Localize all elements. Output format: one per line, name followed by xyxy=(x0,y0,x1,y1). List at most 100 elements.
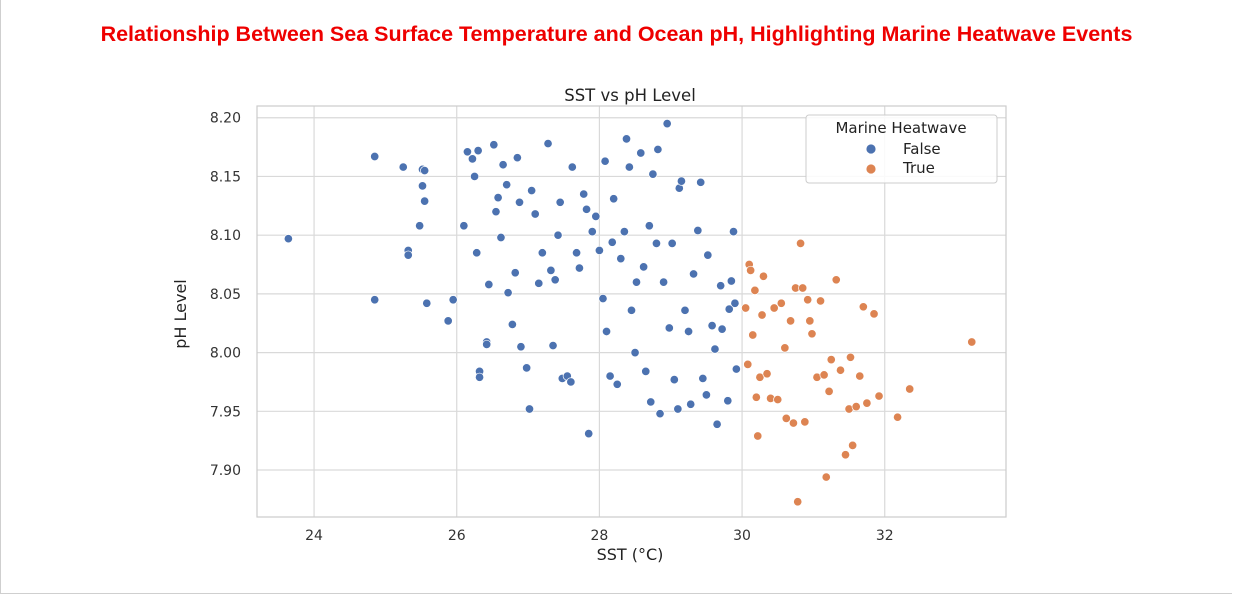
y-axis-label: pH Level xyxy=(171,279,190,349)
scatter-point-true xyxy=(821,472,831,482)
scatter-point-false xyxy=(553,230,563,240)
legend-label-true: True xyxy=(902,159,935,177)
scatter-point-false xyxy=(717,324,727,334)
x-tick-label: 26 xyxy=(448,528,466,544)
scatter-point-false xyxy=(522,363,532,373)
scatter-point-true xyxy=(967,337,977,347)
scatter-point-true xyxy=(793,497,803,507)
scatter-point-false xyxy=(587,227,597,237)
scatter-point-true xyxy=(819,370,829,380)
scatter-point-true xyxy=(751,392,761,402)
scatter-point-false xyxy=(651,238,662,248)
scatter-point-false xyxy=(448,295,458,305)
scatter-point-false xyxy=(644,221,654,231)
scatter-point-false xyxy=(646,397,656,407)
scatter-point-true xyxy=(750,285,760,295)
y-tick-label: 7.95 xyxy=(210,404,241,420)
scatter-point-true xyxy=(741,303,751,313)
scatter-point-true xyxy=(855,371,865,381)
scatter-point-true xyxy=(762,369,772,379)
scatter-point-true xyxy=(773,395,783,405)
scatter-point-false xyxy=(543,139,553,149)
scatter-point-true xyxy=(807,329,817,339)
scatter-point-false xyxy=(686,399,696,409)
scatter-point-false xyxy=(693,225,703,236)
scatter-point-true xyxy=(869,309,879,319)
x-tick-label: 24 xyxy=(305,528,323,544)
scatter-point-true xyxy=(746,265,756,275)
scatter-point-false xyxy=(630,348,640,358)
scatter-point-false xyxy=(370,295,380,305)
scatter-point-false xyxy=(514,197,525,207)
scatter-point-false xyxy=(579,189,589,199)
scatter-point-false xyxy=(420,166,430,176)
scatter-point-false xyxy=(537,248,547,258)
scatter-point-true xyxy=(831,275,841,285)
scatter-point-true xyxy=(851,402,861,412)
y-tick-label: 8.10 xyxy=(210,228,241,244)
scatter-point-false xyxy=(507,319,517,329)
scatter-point-false xyxy=(601,326,612,337)
scatter-point-true xyxy=(835,365,846,375)
scatter-point-true xyxy=(748,330,758,340)
scatter-point-false xyxy=(723,396,733,406)
scatter-point-false xyxy=(283,234,293,244)
scatter-point-false xyxy=(546,265,556,275)
scatter-point-true xyxy=(905,384,915,394)
legend-marker-false xyxy=(865,143,877,155)
scatter-point-false xyxy=(626,305,637,315)
scatter-point-false xyxy=(472,248,482,258)
scatter-point-false xyxy=(664,323,674,333)
scatter-point-false xyxy=(527,185,537,196)
scatter-point-false xyxy=(503,288,513,298)
scatter-point-true xyxy=(753,431,763,441)
series-true xyxy=(741,238,977,507)
scatter-point-false xyxy=(459,221,469,231)
scatter-point-false xyxy=(605,371,615,381)
scatter-point-true xyxy=(743,359,753,369)
y-tick-label: 8.20 xyxy=(210,111,241,127)
scatter-point-false xyxy=(669,375,679,385)
legend-box xyxy=(805,114,998,184)
chart-title: SST vs pH Level xyxy=(564,86,696,105)
scatter-point-true xyxy=(862,398,872,408)
scatter-point-false xyxy=(443,316,453,326)
scatter-point-false xyxy=(639,262,649,272)
scatter-point-false xyxy=(689,269,699,279)
scatter-point-false xyxy=(621,134,632,144)
scatter-point-false xyxy=(584,429,594,439)
scatter-point-true xyxy=(803,295,813,305)
x-tick-label: 32 xyxy=(876,528,894,544)
scatter-point-false xyxy=(710,344,720,354)
scatter-point-true xyxy=(796,238,806,248)
scatter-point-false xyxy=(716,281,726,291)
scatter-point-false xyxy=(417,181,428,191)
scatter-point-false xyxy=(648,169,658,179)
scatter-point-false xyxy=(510,268,520,278)
y-tick-label: 8.05 xyxy=(210,287,241,303)
scatter-point-false xyxy=(607,237,617,247)
scatter-point-false xyxy=(701,390,711,400)
scatter-point-false xyxy=(703,250,713,260)
scatter-point-true xyxy=(758,271,769,281)
scatter-point-false xyxy=(516,342,526,352)
y-tick-label: 8.00 xyxy=(210,346,241,362)
scatter-point-false xyxy=(636,148,646,158)
scatter-point-false xyxy=(616,254,626,264)
scatter-point-false xyxy=(676,176,686,186)
scatter-point-false xyxy=(415,221,425,231)
scatter-point-false xyxy=(482,339,492,349)
scatter-point-false xyxy=(680,305,690,315)
scatter-point-false xyxy=(659,277,669,287)
scatter-point-false xyxy=(484,279,494,290)
scatter-point-false xyxy=(493,193,503,203)
scatter-point-true xyxy=(805,316,815,326)
scatter-point-false xyxy=(550,275,560,285)
scatter-point-false xyxy=(653,144,663,154)
scatter-point-true xyxy=(815,296,826,306)
scatter-point-false xyxy=(624,162,634,172)
scatter-point-false xyxy=(662,119,672,129)
scatter-point-true xyxy=(780,343,790,353)
